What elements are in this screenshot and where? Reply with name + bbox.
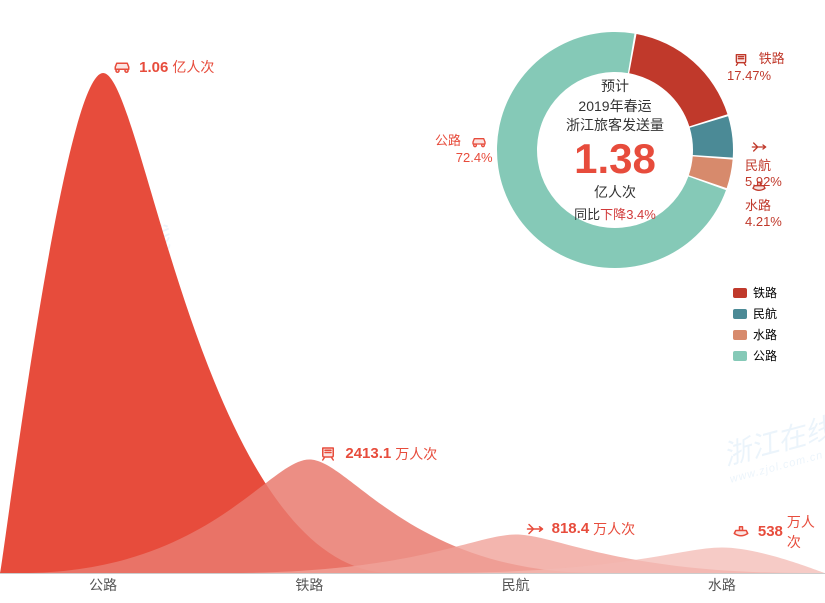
legend-swatch — [733, 330, 747, 340]
legend-swatch — [733, 351, 747, 361]
donut-center-unit: 亿人次 — [594, 182, 636, 202]
ship-icon — [748, 179, 770, 195]
donut-center-value: 1.38 — [574, 138, 656, 180]
donut-legend: 铁路民航水路公路 — [733, 280, 777, 368]
x-label: 民航 — [413, 575, 619, 595]
peak-label-公路: 1.06亿人次 — [109, 57, 214, 77]
legend-label: 铁路 — [753, 284, 777, 301]
car-icon — [109, 58, 135, 76]
legend-swatch — [733, 309, 747, 319]
legend-item: 民航 — [733, 305, 777, 322]
train-icon — [730, 52, 752, 68]
train-icon — [315, 445, 341, 463]
legend-item: 铁路 — [733, 284, 777, 301]
legend-item: 公路 — [733, 347, 777, 364]
x-label: 水路 — [619, 575, 825, 595]
x-label: 公路 — [0, 575, 206, 595]
donut-center-change: 同比下降3.4% — [574, 204, 656, 223]
peak-label-铁路: 2413.1万人次 — [315, 444, 437, 464]
peak-label-水路: 538万人次 — [728, 512, 825, 552]
legend-item: 水路 — [733, 326, 777, 343]
legend-label: 民航 — [753, 305, 777, 322]
donut-label-水路: 水路4.21% — [745, 178, 785, 229]
donut-center: 预计 2019年春运 浙江旅客发送量 1.38 亿人次 同比下降3.4% — [485, 20, 745, 280]
x-label: 铁路 — [206, 575, 412, 595]
plane-icon — [522, 520, 548, 538]
donut-label-铁路: 铁路17.47% — [727, 48, 785, 83]
legend-label: 水路 — [753, 326, 777, 343]
donut-label-公路: 公路 72.4% — [435, 130, 493, 165]
peak-label-民航: 818.4万人次 — [522, 519, 636, 539]
car-icon — [468, 134, 490, 150]
x-axis — [0, 573, 825, 574]
donut-chart: 预计 2019年春运 浙江旅客发送量 1.38 亿人次 同比下降3.4% 铁路民… — [445, 20, 785, 300]
ship-icon — [728, 523, 754, 541]
donut-center-line1: 预计 — [601, 77, 629, 97]
donut-center-line2: 2019年春运 — [578, 97, 651, 117]
x-axis-labels: 公路铁路民航水路 — [0, 575, 825, 595]
donut-center-line3: 浙江旅客发送量 — [566, 116, 664, 136]
legend-swatch — [733, 288, 747, 298]
legend-label: 公路 — [753, 347, 777, 364]
plane-icon — [748, 139, 770, 155]
